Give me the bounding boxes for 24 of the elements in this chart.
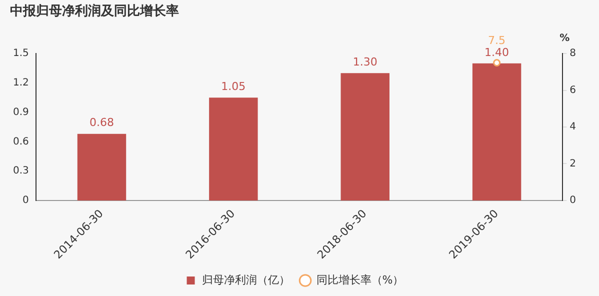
legend-label: 同比增长率（%） — [316, 273, 404, 286]
y-tick-label: 0 — [22, 195, 29, 206]
y-tick-label: 0.3 — [12, 166, 29, 177]
y2-tick-label: 0 — [570, 195, 576, 206]
bar — [77, 134, 126, 200]
y-tick-label: 1.2 — [12, 78, 29, 89]
data-label: 0.68 — [89, 116, 114, 130]
y-tick-label: 1.5 — [12, 48, 29, 60]
bar — [209, 98, 258, 200]
y2-tick-label: 8 — [570, 48, 576, 60]
data-label: 1.30 — [352, 56, 378, 69]
y2-tick-label: 6 — [570, 84, 576, 96]
data-label: 1.05 — [221, 80, 246, 94]
bar — [472, 63, 522, 200]
chart-title: 中报归母净利润及同比增长率 — [10, 3, 179, 20]
data-label: 7.5 — [488, 34, 506, 48]
legend-label: 归母净利润（亿） — [202, 273, 290, 286]
y-tick-label: 0.9 — [12, 106, 29, 118]
y2-tick-label: 2 — [570, 158, 576, 170]
y2-axis-title: % — [560, 33, 570, 44]
y2-tick-label: 4 — [570, 122, 576, 133]
y-tick-label: 0.6 — [12, 136, 29, 148]
data-label: 1.40 — [484, 46, 510, 59]
bar — [340, 73, 390, 200]
